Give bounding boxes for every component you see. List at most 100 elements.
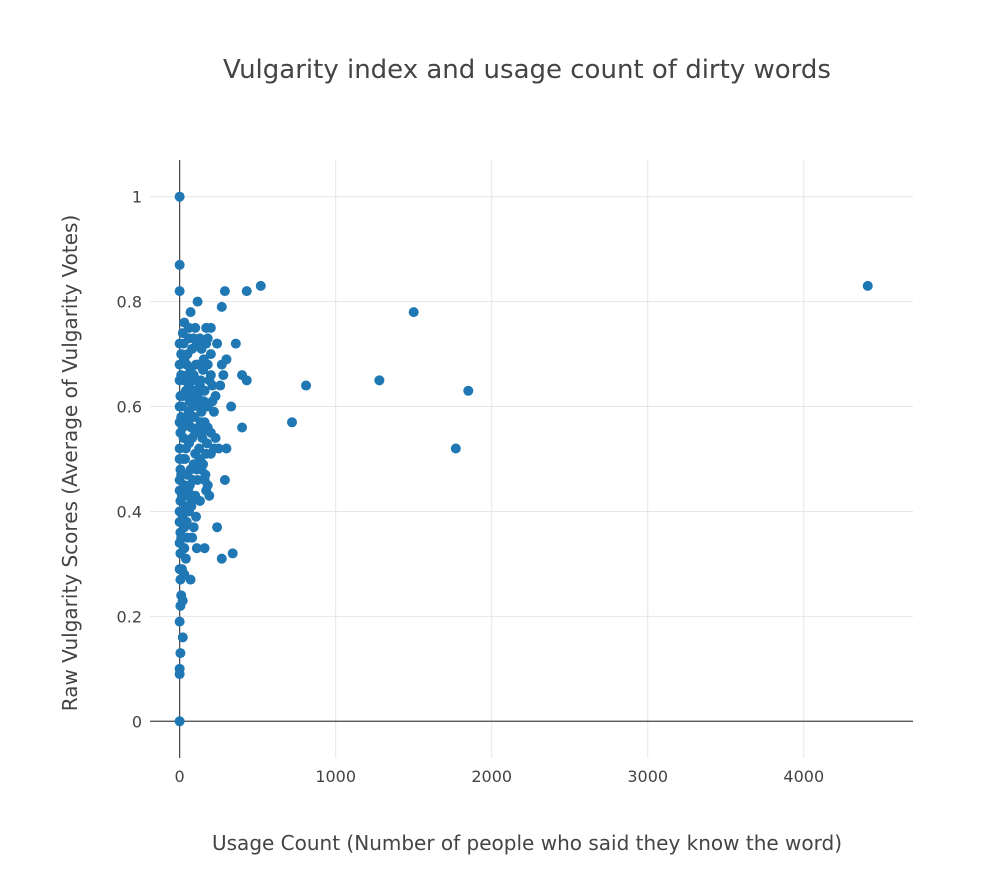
data-point bbox=[176, 412, 187, 423]
data-point bbox=[186, 422, 197, 433]
data-point bbox=[450, 443, 461, 454]
data-point bbox=[176, 370, 187, 381]
data-point bbox=[212, 338, 223, 349]
data-point bbox=[195, 417, 206, 428]
data-point bbox=[374, 375, 385, 386]
x-axis-title: Usage Count (Number of people who said t… bbox=[212, 831, 842, 855]
data-point bbox=[177, 632, 188, 643]
data-point bbox=[227, 548, 238, 559]
data-point bbox=[463, 385, 474, 396]
data-point bbox=[195, 375, 206, 386]
data-point bbox=[179, 543, 190, 554]
data-point bbox=[194, 495, 205, 506]
data-point bbox=[174, 191, 185, 202]
data-point bbox=[408, 307, 419, 318]
data-point bbox=[191, 511, 202, 522]
data-point bbox=[199, 543, 210, 554]
data-point bbox=[178, 338, 189, 349]
x-tick-label: 4000 bbox=[783, 767, 824, 786]
data-point bbox=[181, 359, 192, 370]
data-point bbox=[216, 553, 227, 564]
data-point bbox=[301, 380, 312, 391]
grid-lines bbox=[150, 160, 913, 758]
data-point bbox=[241, 286, 252, 297]
y-tick-label: 0.4 bbox=[117, 502, 142, 521]
data-point bbox=[201, 438, 212, 449]
data-point bbox=[862, 280, 873, 291]
data-point bbox=[208, 406, 219, 417]
data-point bbox=[176, 401, 187, 412]
data-point bbox=[174, 286, 185, 297]
data-point bbox=[205, 322, 216, 333]
data-point bbox=[198, 396, 209, 407]
y-tick-label: 1 bbox=[132, 188, 142, 207]
data-point bbox=[205, 370, 216, 381]
data-point bbox=[180, 454, 191, 464]
data-point bbox=[237, 422, 248, 433]
data-point bbox=[175, 648, 186, 659]
data-point bbox=[215, 380, 226, 391]
data-points bbox=[174, 191, 873, 727]
data-point bbox=[207, 380, 218, 391]
data-point bbox=[198, 354, 209, 365]
data-point bbox=[199, 385, 210, 396]
data-point bbox=[191, 543, 202, 554]
data-point bbox=[191, 359, 202, 370]
data-point bbox=[176, 532, 187, 543]
x-tick-label: 1000 bbox=[315, 767, 356, 786]
data-point bbox=[221, 443, 232, 454]
data-point bbox=[230, 338, 241, 349]
data-point bbox=[185, 307, 196, 318]
data-point bbox=[188, 522, 199, 533]
data-point bbox=[219, 474, 230, 485]
data-point bbox=[213, 443, 224, 454]
data-point bbox=[207, 396, 218, 407]
data-point bbox=[174, 669, 185, 680]
y-tick-label: 0 bbox=[132, 712, 142, 731]
data-point bbox=[185, 574, 196, 585]
data-point bbox=[190, 322, 201, 333]
data-point bbox=[216, 301, 227, 312]
y-tick-label: 0.6 bbox=[117, 398, 142, 417]
data-point bbox=[184, 396, 195, 407]
data-point bbox=[202, 333, 213, 344]
data-point bbox=[192, 474, 203, 485]
y-axis-title: Raw Vulgarity Scores (Average of Vulgari… bbox=[58, 215, 82, 712]
data-point bbox=[286, 417, 297, 428]
data-point bbox=[205, 349, 216, 360]
axes bbox=[150, 160, 913, 758]
data-point bbox=[212, 522, 223, 533]
data-point bbox=[218, 370, 229, 381]
data-point bbox=[219, 286, 230, 297]
data-point bbox=[204, 490, 215, 501]
data-point bbox=[176, 469, 187, 480]
data-point bbox=[183, 485, 194, 496]
x-tick-label: 3000 bbox=[627, 767, 668, 786]
data-point bbox=[187, 532, 198, 543]
data-point bbox=[194, 333, 205, 344]
data-point bbox=[174, 259, 185, 270]
x-tick-label: 0 bbox=[175, 767, 185, 786]
data-point bbox=[177, 595, 188, 606]
data-point bbox=[180, 553, 191, 564]
data-point bbox=[221, 354, 232, 365]
data-point bbox=[181, 516, 192, 527]
y-tick-label: 0.8 bbox=[117, 293, 142, 312]
data-point bbox=[210, 433, 221, 444]
data-point bbox=[178, 506, 189, 517]
data-point bbox=[174, 716, 185, 727]
data-point bbox=[226, 401, 237, 412]
data-point bbox=[178, 433, 189, 444]
data-point bbox=[255, 280, 266, 291]
chart-title: Vulgarity index and usage count of dirty… bbox=[223, 55, 831, 85]
x-tick-label: 2000 bbox=[471, 767, 512, 786]
data-point bbox=[194, 443, 205, 454]
data-point bbox=[241, 375, 252, 386]
data-point bbox=[192, 296, 203, 307]
tick-labels: 0 1000 2000 3000 4000 0 0.2 0.4 0.6 0.8 1 bbox=[117, 188, 825, 786]
data-point bbox=[174, 616, 185, 627]
y-tick-label: 0.2 bbox=[117, 607, 142, 626]
data-point bbox=[187, 375, 198, 386]
data-point bbox=[186, 501, 197, 512]
